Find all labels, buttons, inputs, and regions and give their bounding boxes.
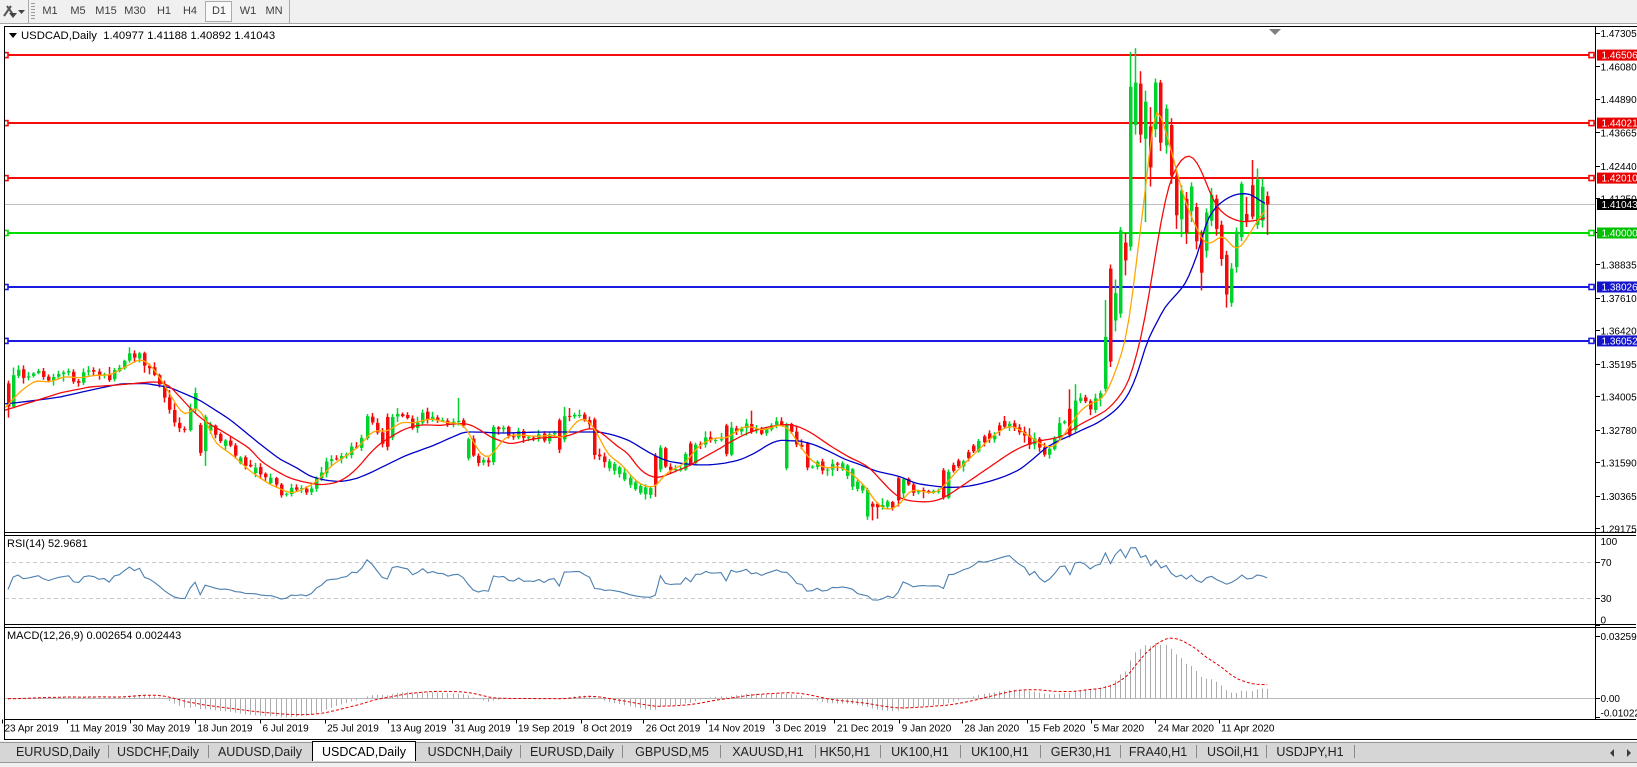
svg-text:26 Oct 2019: 26 Oct 2019 — [646, 724, 701, 735]
svg-text:1.38026: 1.38026 — [1602, 283, 1637, 294]
svg-text:0.00: 0.00 — [1601, 694, 1621, 705]
svg-text:23 Apr 2019: 23 Apr 2019 — [5, 724, 59, 735]
svg-text:3 Dec 2019: 3 Dec 2019 — [775, 724, 827, 735]
svg-text:6 Jul 2019: 6 Jul 2019 — [263, 724, 310, 735]
svg-text:1.43665: 1.43665 — [1601, 128, 1637, 139]
svg-text:1.34005: 1.34005 — [1601, 392, 1637, 403]
svg-text:100: 100 — [1601, 537, 1618, 548]
svg-text:1.36052: 1.36052 — [1602, 336, 1637, 347]
svg-text:1.44890: 1.44890 — [1601, 95, 1637, 106]
svg-text:0: 0 — [1601, 616, 1607, 627]
svg-text:1.31590: 1.31590 — [1601, 458, 1637, 469]
svg-text:18 Jun 2019: 18 Jun 2019 — [197, 724, 252, 735]
svg-text:30 May 2019: 30 May 2019 — [132, 724, 190, 735]
svg-text:MACD(12,26,9) 0.002654 0.00244: MACD(12,26,9) 0.002654 0.002443 — [7, 630, 181, 642]
svg-text:1.37610: 1.37610 — [1601, 294, 1637, 305]
svg-text:1.32780: 1.32780 — [1601, 426, 1637, 437]
svg-text:1.30365: 1.30365 — [1601, 492, 1637, 503]
svg-text:19 Sep 2019: 19 Sep 2019 — [518, 724, 575, 735]
svg-text:30: 30 — [1601, 594, 1613, 605]
svg-text:1.46080: 1.46080 — [1601, 62, 1637, 73]
svg-text:RSI(14) 52.9681: RSI(14) 52.9681 — [7, 538, 88, 550]
svg-text:USDCAD,Daily 1.40977 1.41188: USDCAD,Daily 1.40977 1.41188 1.40892 1.4… — [21, 30, 275, 42]
svg-text:11 Apr 2020: 11 Apr 2020 — [1221, 724, 1275, 735]
svg-text:8 Oct 2019: 8 Oct 2019 — [583, 724, 632, 735]
svg-text:1.46506: 1.46506 — [1602, 51, 1637, 62]
svg-text:1.41043: 1.41043 — [1602, 200, 1637, 211]
svg-text:28 Jan 2020: 28 Jan 2020 — [964, 724, 1019, 735]
svg-text:21 Dec 2019: 21 Dec 2019 — [837, 724, 894, 735]
svg-text:1.35195: 1.35195 — [1601, 360, 1637, 371]
svg-text:15 Feb 2020: 15 Feb 2020 — [1029, 724, 1086, 735]
svg-text:9 Jan 2020: 9 Jan 2020 — [902, 724, 952, 735]
svg-text:1.44021: 1.44021 — [1602, 119, 1637, 130]
svg-text:1.42440: 1.42440 — [1601, 162, 1637, 173]
svg-text:-0.01022: -0.01022 — [1601, 708, 1637, 719]
svg-text:1.36420: 1.36420 — [1601, 326, 1637, 337]
svg-text:5 Mar 2020: 5 Mar 2020 — [1094, 724, 1145, 735]
svg-text:1.40000: 1.40000 — [1602, 229, 1637, 240]
svg-text:1.38835: 1.38835 — [1601, 260, 1637, 271]
svg-text:1.42010: 1.42010 — [1602, 174, 1637, 185]
svg-text:1.29175: 1.29175 — [1601, 525, 1637, 536]
svg-text:25 Jul 2019: 25 Jul 2019 — [327, 724, 379, 735]
svg-text:0.032595: 0.032595 — [1601, 632, 1637, 643]
svg-text:70: 70 — [1601, 558, 1613, 569]
svg-text:1.47305: 1.47305 — [1601, 29, 1637, 40]
svg-text:24 Mar 2020: 24 Mar 2020 — [1158, 724, 1215, 735]
svg-text:31 Aug 2019: 31 Aug 2019 — [454, 724, 511, 735]
svg-text:11 May 2019: 11 May 2019 — [70, 724, 128, 735]
svg-text:14 Nov 2019: 14 Nov 2019 — [708, 724, 765, 735]
svg-text:13 Aug 2019: 13 Aug 2019 — [390, 724, 447, 735]
